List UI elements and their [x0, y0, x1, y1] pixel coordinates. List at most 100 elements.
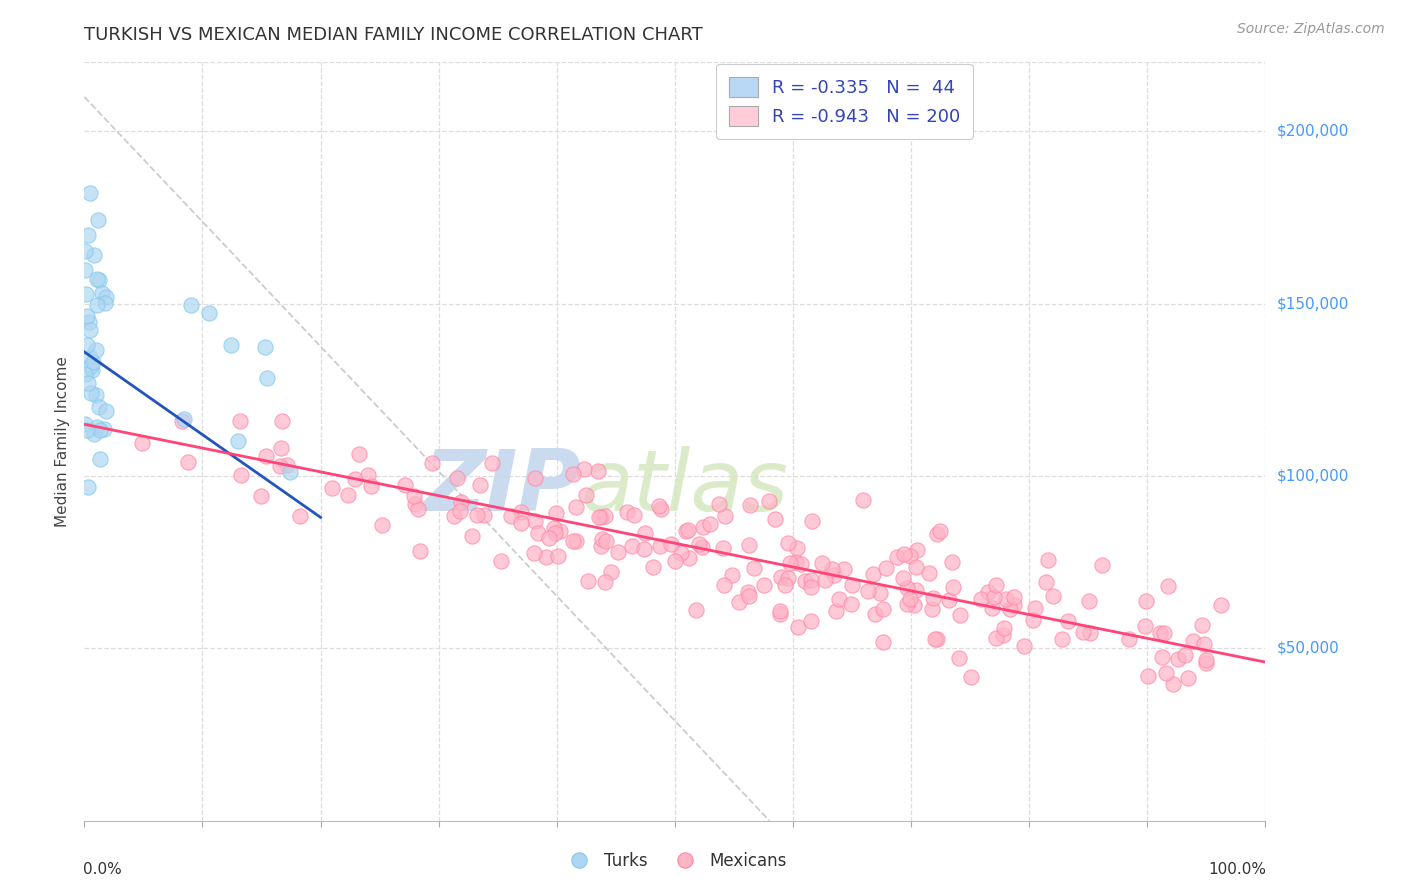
- Point: [872, 635, 894, 649]
- Point: [450, 494, 472, 508]
- Point: [1192, 636, 1215, 650]
- Point: [443, 509, 465, 524]
- Point: [832, 562, 855, 576]
- Point: [942, 580, 965, 594]
- Point: [924, 632, 946, 647]
- Point: [337, 488, 360, 502]
- Point: [371, 517, 394, 532]
- Point: [744, 561, 766, 575]
- Point: [928, 524, 950, 539]
- Point: [460, 529, 482, 543]
- Point: [1035, 575, 1057, 590]
- Point: [509, 516, 531, 530]
- Point: [79, 315, 101, 329]
- Point: [357, 467, 380, 482]
- Point: [688, 537, 710, 551]
- Point: [544, 506, 567, 520]
- Point: [543, 525, 565, 540]
- Point: [575, 488, 598, 502]
- Point: [623, 508, 645, 523]
- Point: [984, 578, 1007, 592]
- Text: atlas: atlas: [581, 445, 789, 529]
- Point: [607, 545, 630, 559]
- Point: [1002, 599, 1025, 613]
- Point: [778, 535, 800, 549]
- Point: [86, 213, 108, 227]
- Legend: Turks, Mexicans: Turks, Mexicans: [555, 846, 794, 877]
- Point: [73, 263, 96, 277]
- Point: [1133, 619, 1156, 633]
- Point: [1211, 598, 1233, 612]
- Point: [593, 575, 616, 590]
- Point: [180, 298, 202, 312]
- Point: [948, 651, 970, 665]
- Point: [886, 549, 908, 564]
- Point: [270, 441, 292, 455]
- Point: [79, 386, 101, 401]
- Point: [84, 387, 107, 401]
- Point: [523, 470, 546, 484]
- Point: [73, 417, 96, 432]
- Text: TURKISH VS MEXICAN MEDIAN FAMILY INCOME CORRELATION CHART: TURKISH VS MEXICAN MEDIAN FAMILY INCOME …: [84, 26, 703, 45]
- Point: [278, 465, 301, 479]
- Point: [93, 422, 115, 436]
- Point: [690, 540, 713, 554]
- Point: [769, 603, 792, 617]
- Point: [526, 525, 548, 540]
- Text: $200,000: $200,000: [1277, 124, 1348, 139]
- Point: [276, 458, 298, 472]
- Point: [94, 404, 117, 418]
- Point: [699, 516, 721, 531]
- Point: [1014, 639, 1036, 653]
- Point: [229, 468, 252, 483]
- Point: [449, 504, 471, 518]
- Point: [321, 481, 343, 495]
- Point: [93, 296, 115, 310]
- Point: [394, 478, 416, 492]
- Point: [678, 551, 700, 566]
- Point: [898, 591, 921, 606]
- Point: [344, 472, 367, 486]
- Point: [779, 556, 801, 570]
- Point: [409, 544, 432, 558]
- Point: [692, 520, 714, 534]
- Point: [83, 248, 105, 262]
- Point: [446, 471, 468, 485]
- Point: [589, 540, 612, 554]
- Point: [905, 559, 928, 574]
- Point: [1050, 632, 1073, 647]
- Point: [721, 568, 744, 582]
- Point: [872, 602, 894, 616]
- Point: [228, 434, 250, 449]
- Point: [198, 306, 221, 320]
- Point: [73, 368, 96, 382]
- Point: [998, 601, 1021, 615]
- Point: [896, 597, 918, 611]
- Point: [976, 585, 998, 599]
- Point: [898, 549, 921, 564]
- Point: [823, 568, 845, 582]
- Point: [1036, 553, 1059, 567]
- Point: [572, 462, 595, 476]
- Point: [86, 297, 108, 311]
- Point: [786, 541, 808, 555]
- Point: [586, 464, 609, 478]
- Point: [565, 500, 588, 514]
- Point: [1078, 626, 1101, 640]
- Point: [800, 515, 823, 529]
- Point: [1195, 653, 1218, 667]
- Point: [869, 585, 891, 599]
- Point: [790, 557, 813, 571]
- Point: [600, 565, 623, 579]
- Point: [737, 584, 759, 599]
- Point: [921, 591, 943, 605]
- Point: [89, 452, 111, 467]
- Point: [80, 359, 103, 373]
- Point: [1182, 634, 1205, 648]
- Point: [87, 272, 110, 286]
- Point: [561, 534, 583, 549]
- Point: [77, 480, 100, 494]
- Point: [904, 583, 927, 598]
- Text: $100,000: $100,000: [1277, 468, 1348, 483]
- Point: [1042, 589, 1064, 603]
